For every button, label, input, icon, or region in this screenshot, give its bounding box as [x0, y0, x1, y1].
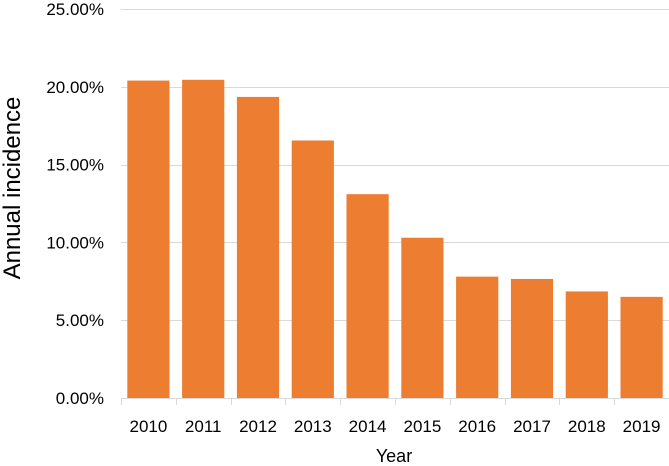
bar-2013	[291, 140, 334, 398]
bar-2018	[565, 291, 608, 398]
bar-2014	[346, 194, 389, 398]
x-tick-label: 2010	[129, 417, 167, 436]
bar-2011	[182, 79, 225, 398]
y-axis-title: Annual incidence	[0, 97, 26, 280]
x-tick-label: 2017	[513, 417, 551, 436]
y-tick-label: 20.00%	[46, 78, 104, 97]
y-tick-label: 5.00%	[56, 311, 104, 330]
x-axis-title: Year	[376, 446, 412, 466]
bar-2017	[510, 278, 554, 398]
bars	[127, 79, 663, 399]
y-tick-label: 25.00%	[46, 0, 104, 19]
x-tick-label: 2018	[568, 417, 606, 436]
x-tick-label: 2011	[185, 417, 222, 436]
bar-2019	[620, 296, 663, 398]
bar-2016	[456, 276, 499, 398]
y-tick-label: 0.00%	[56, 389, 104, 408]
bar-2012	[236, 96, 280, 398]
y-tick-label: 15.00%	[46, 156, 104, 175]
bar-2010	[127, 80, 170, 399]
x-tick-label: 2012	[239, 417, 277, 436]
y-tick-labels: 0.00% 5.00% 10.00% 15.00% 20.00% 25.00%	[46, 0, 104, 408]
x-tick-label: 2013	[294, 417, 332, 436]
y-tick-label: 10.00%	[46, 233, 104, 252]
x-tick-label: 2014	[349, 417, 387, 436]
bar-2015	[401, 237, 444, 398]
x-tick-label: 2019	[623, 417, 661, 436]
x-tick-labels: 2010 2011 2012 2013 2014 2015 2016 2017 2018 2019	[129, 417, 660, 436]
x-tick-label: 2015	[403, 417, 441, 436]
x-tick-label: 2016	[458, 417, 496, 436]
